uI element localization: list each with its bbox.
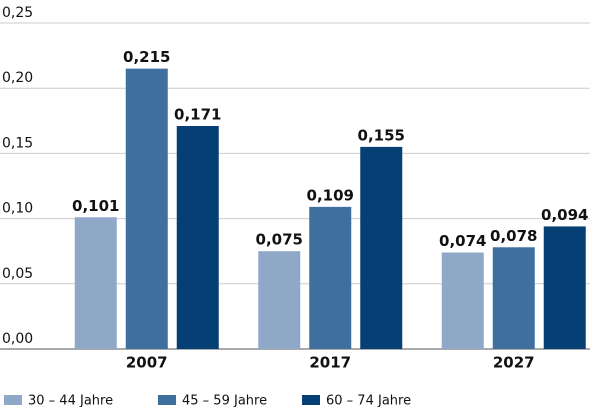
bar [543,226,586,349]
y-tick-label: 0,00 [2,331,33,347]
y-tick-label: 0,10 [2,201,33,217]
bar [176,126,219,350]
x-tick-label: 2007 [126,354,168,372]
legend-swatch [302,395,320,405]
x-tick-label: 2017 [309,354,351,372]
legend-swatch [4,395,22,405]
value-label: 0,215 [123,48,170,66]
value-label: 0,171 [174,106,221,124]
value-label: 0,101 [72,197,119,215]
x-tick-label: 2027 [493,354,535,372]
value-label: 0,094 [541,206,588,224]
bar [258,251,301,349]
y-tick-label: 0,20 [2,70,33,86]
bar [492,247,535,349]
bar [309,206,352,349]
value-label: 0,074 [439,232,486,250]
bar [125,68,168,349]
legend-swatch [158,395,176,405]
y-tick-label: 0,15 [2,135,33,151]
bar [360,146,403,349]
legend-label: 60 – 74 Jahre [326,394,411,408]
bar [441,252,484,349]
value-label: 0,109 [307,186,354,204]
y-tick-label: 0,05 [2,266,33,282]
value-label: 0,155 [358,126,405,144]
bar [74,217,117,349]
value-label: 0,078 [490,227,537,245]
legend-label: 45 – 59 Jahre [182,394,267,408]
value-label: 0,075 [256,231,303,249]
legend-label: 30 – 44 Jahre [28,394,113,408]
y-tick-label: 0,25 [2,5,33,21]
